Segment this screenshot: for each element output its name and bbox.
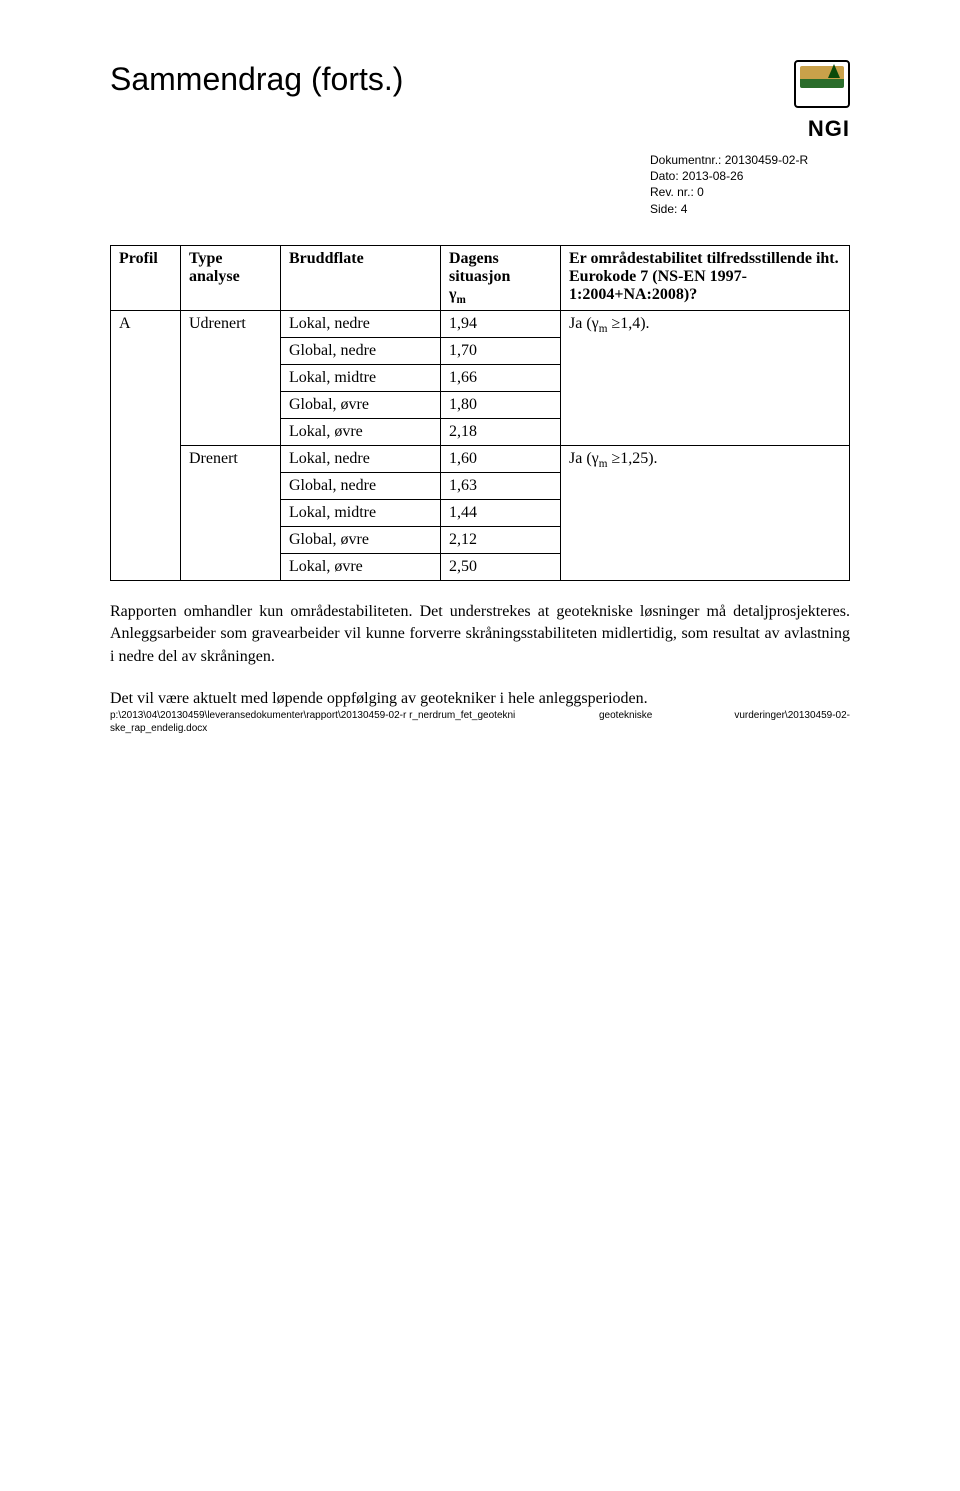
- cell-type-udrenert: Udrenert: [181, 310, 281, 445]
- cell-flate: Global, nedre: [281, 337, 441, 364]
- table-header-row: Profil Type analyse Bruddflate Dagens si…: [111, 245, 850, 310]
- meta-date-label: Dato:: [650, 169, 679, 183]
- cell-flate: Global, nedre: [281, 472, 441, 499]
- meta-rev-value: 0: [697, 185, 704, 199]
- header-row: Sammendrag (forts.) NGI Dokumentnr.: 201…: [110, 60, 850, 217]
- verdict-suffix: ≥1,25).: [607, 450, 657, 467]
- th-profil: Profil: [111, 245, 181, 310]
- cell-val: 1,60: [441, 445, 561, 472]
- th-dagens-line1: Dagens situasjon: [449, 250, 510, 285]
- verdict-prefix: Ja (: [569, 315, 592, 332]
- cell-val: 1,80: [441, 391, 561, 418]
- footer: p:\2013\04\20130459\leveransedokumenter\…: [110, 709, 850, 735]
- cell-val: 1,63: [441, 472, 561, 499]
- footer-center: geotekniske: [599, 709, 652, 735]
- cell-val: 2,18: [441, 418, 561, 445]
- th-dagens-sub: m: [456, 294, 465, 306]
- cell-type-drenert: Drenert: [181, 445, 281, 580]
- meta-side-value: 4: [681, 202, 688, 216]
- cell-flate: Lokal, nedre: [281, 310, 441, 337]
- stability-table: Profil Type analyse Bruddflate Dagens si…: [110, 245, 850, 581]
- th-er: Er områdestabilitet tilfredsstillende ih…: [561, 245, 850, 310]
- footer-right: vurderinger\20130459-02-: [734, 709, 850, 735]
- cell-flate: Global, øvre: [281, 526, 441, 553]
- page: Sammendrag (forts.) NGI Dokumentnr.: 201…: [0, 0, 960, 771]
- table-row: A Udrenert Lokal, nedre 1,94 Ja (γm ≥1,4…: [111, 310, 850, 337]
- cell-verdict-drenert: Ja (γm ≥1,25).: [561, 445, 850, 580]
- verdict-suffix: ≥1,4).: [607, 315, 649, 332]
- header-right: NGI Dokumentnr.: 20130459-02-R Dato: 201…: [650, 60, 850, 217]
- th-type: Type analyse: [181, 245, 281, 310]
- cell-verdict-udrenert: Ja (γm ≥1,4).: [561, 310, 850, 445]
- paragraph-1: Rapporten omhandler kun områdestabilitet…: [110, 601, 850, 668]
- logo-text: NGI: [808, 116, 850, 142]
- cell-val: 1,44: [441, 499, 561, 526]
- th-dagens: Dagens situasjon γm: [441, 245, 561, 310]
- paragraph-2: Det vil være aktuelt med løpende oppfølg…: [110, 688, 850, 710]
- cell-flate: Lokal, øvre: [281, 418, 441, 445]
- footer-left: p:\2013\04\20130459\leveransedokumenter\…: [110, 709, 517, 735]
- cell-flate: Lokal, nedre: [281, 445, 441, 472]
- cell-val: 1,94: [441, 310, 561, 337]
- cell-val: 2,12: [441, 526, 561, 553]
- cell-val: 2,50: [441, 553, 561, 580]
- table-row: Drenert Lokal, nedre 1,60 Ja (γm ≥1,25).: [111, 445, 850, 472]
- cell-flate: Lokal, øvre: [281, 553, 441, 580]
- meta-side-label: Side:: [650, 202, 677, 216]
- meta-doc-label: Dokumentnr.:: [650, 153, 721, 167]
- meta-date: Dato: 2013-08-26: [650, 168, 850, 184]
- cell-val: 1,70: [441, 337, 561, 364]
- meta-doc-value: 20130459-02-R: [725, 153, 808, 167]
- verdict-prefix: Ja (: [569, 450, 592, 467]
- verdict-sym: γ: [592, 315, 599, 332]
- meta-rev-label: Rev. nr.:: [650, 185, 694, 199]
- meta-date-value: 2013-08-26: [682, 169, 743, 183]
- meta-side: Side: 4: [650, 201, 850, 217]
- ngi-logo-icon: [794, 60, 850, 108]
- doc-meta: Dokumentnr.: 20130459-02-R Dato: 2013-08…: [650, 152, 850, 217]
- cell-flate: Lokal, midtre: [281, 364, 441, 391]
- cell-profil-a: A: [111, 310, 181, 580]
- meta-docnr: Dokumentnr.: 20130459-02-R: [650, 152, 850, 168]
- meta-rev: Rev. nr.: 0: [650, 184, 850, 200]
- page-title: Sammendrag (forts.): [110, 60, 403, 98]
- th-bruddflate: Bruddflate: [281, 245, 441, 310]
- cell-flate: Lokal, midtre: [281, 499, 441, 526]
- cell-flate: Global, øvre: [281, 391, 441, 418]
- cell-val: 1,66: [441, 364, 561, 391]
- verdict-sym: γ: [592, 450, 599, 467]
